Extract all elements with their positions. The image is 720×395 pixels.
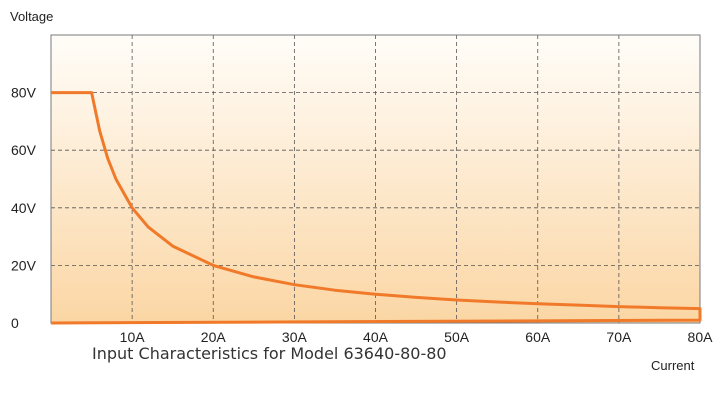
chart-caption: Input Characteristics for Model 63640-80… (92, 344, 447, 363)
gridlines (51, 35, 700, 323)
x-axis-label: Current (651, 358, 695, 373)
x-tick-label: 70A (606, 329, 632, 345)
series-line-0 (50, 91, 702, 325)
y-tick-label: 60V (11, 142, 37, 158)
x-tick-label: 10A (120, 329, 146, 345)
x-tick-label: 60A (525, 329, 551, 345)
y-tick-label: 40V (11, 200, 37, 216)
series-layer (50, 91, 702, 325)
y-axis-label: Voltage (10, 9, 53, 24)
x-tick-label: 30A (282, 329, 308, 345)
x-tick-labels: 10A 20A 30A 40A 50A 60A 70A 80A (120, 329, 713, 345)
x-tick-label: 40A (363, 329, 389, 345)
x-tick-label: 50A (444, 329, 470, 345)
x-tick-label: 80A (688, 329, 714, 345)
y-tick-label: 80V (11, 85, 37, 101)
x-tick-label: 20A (201, 329, 227, 345)
y-tick-labels: 0 20V 40V 60V 80V (11, 85, 37, 331)
y-tick-label: 0 (11, 315, 19, 331)
y-tick-label: 20V (11, 257, 37, 273)
